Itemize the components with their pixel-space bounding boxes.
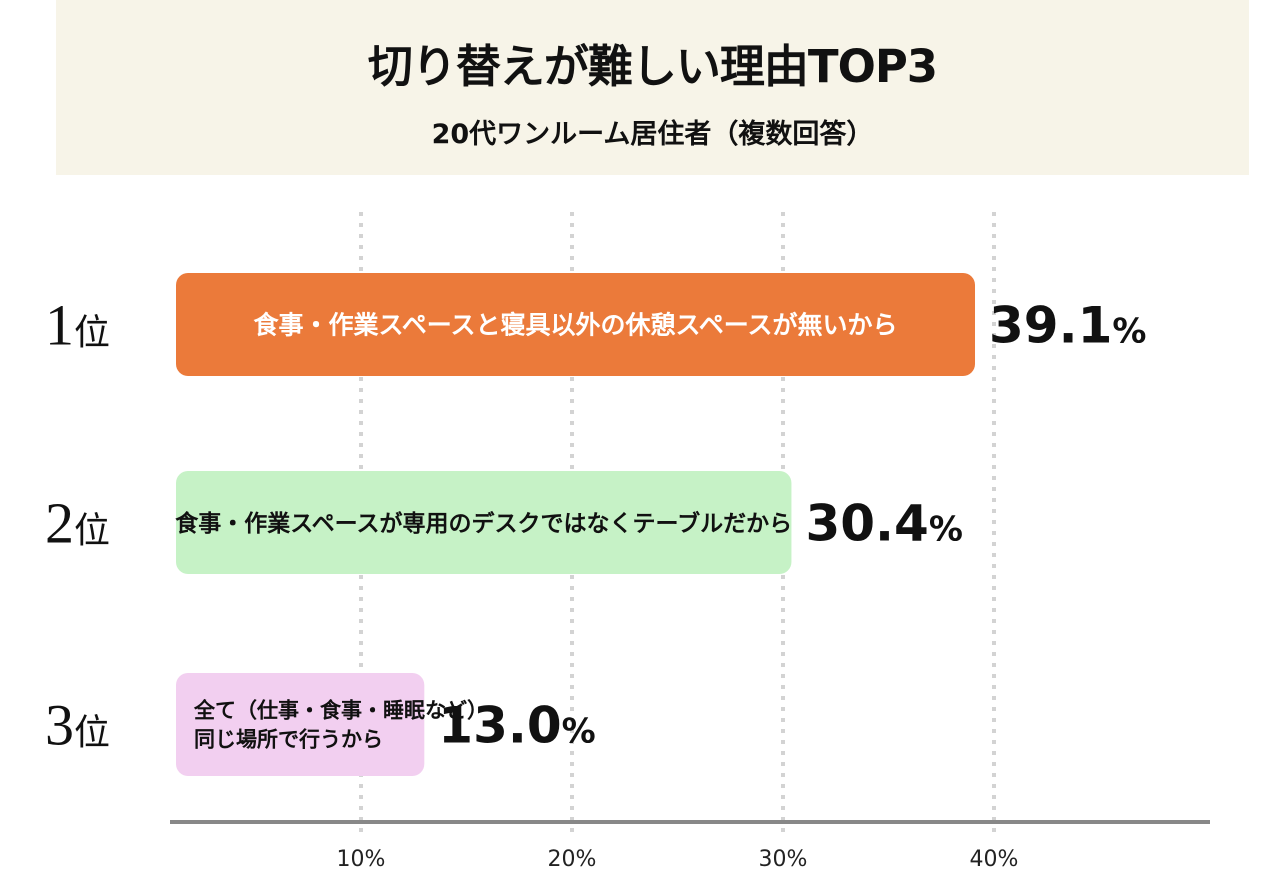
rank-label: 1位	[45, 293, 110, 358]
chart-subtitle: 20代ワンルーム居住者（複数回答）	[431, 119, 874, 150]
value-unit: %	[562, 712, 596, 752]
bar-label: 食事・作業スペースと寝具以外の休憩スペースが無いから	[253, 311, 897, 340]
rank-suffix: 位	[74, 511, 110, 551]
value-unit: %	[929, 510, 963, 550]
bar	[176, 273, 976, 376]
value-label: 13.0%	[438, 697, 595, 755]
value-label: 30.4%	[805, 495, 962, 553]
x-tick-label: 10%	[337, 847, 386, 872]
chart-title: 切り替えが難しい理由TOP3	[367, 40, 938, 93]
value-unit: %	[1112, 312, 1146, 352]
bar-label-line: 同じ場所で行うから	[194, 728, 383, 752]
bar-label-line: 全て（仕事・食事・睡眠など）	[193, 699, 488, 723]
rank-label: 3位	[45, 693, 110, 758]
bar	[176, 673, 425, 776]
chart-header: 切り替えが難しい理由TOP3 20代ワンルーム居住者（複数回答）	[56, 0, 1249, 175]
x-tick-label: 40%	[970, 847, 1019, 872]
x-tick-label: 20%	[548, 847, 597, 872]
value-label: 39.1%	[989, 297, 1146, 355]
rank-suffix: 位	[74, 313, 110, 353]
x-tick-label: 30%	[759, 847, 808, 872]
rank-label: 2位	[45, 491, 110, 556]
bar-label: 食事・作業スペースが専用のデスクではなくテーブルだから	[175, 510, 792, 537]
bar	[176, 471, 792, 574]
rank-suffix: 位	[74, 713, 110, 753]
